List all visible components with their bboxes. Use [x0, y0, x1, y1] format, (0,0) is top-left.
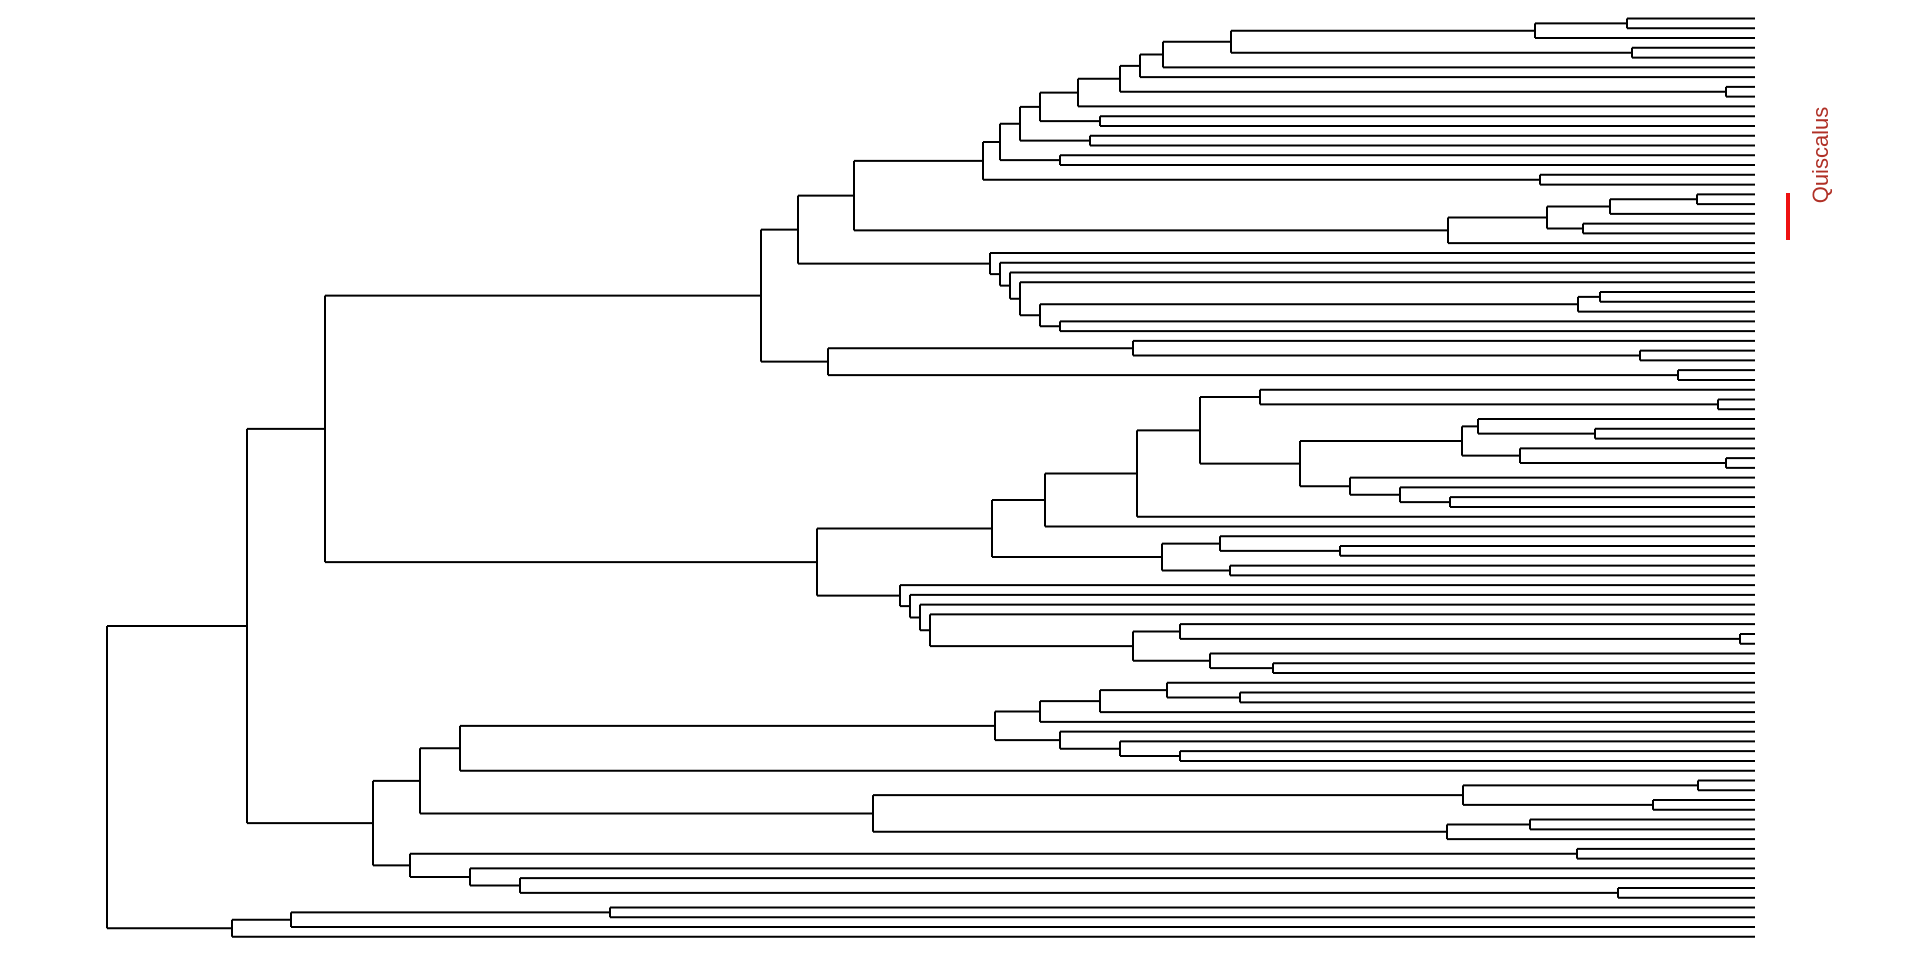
clade-highlight-bar	[1786, 193, 1790, 240]
branch-lines	[106, 17, 1755, 938]
tree-branches	[106, 17, 1755, 938]
clade-label: Quiscalus	[1808, 107, 1833, 204]
